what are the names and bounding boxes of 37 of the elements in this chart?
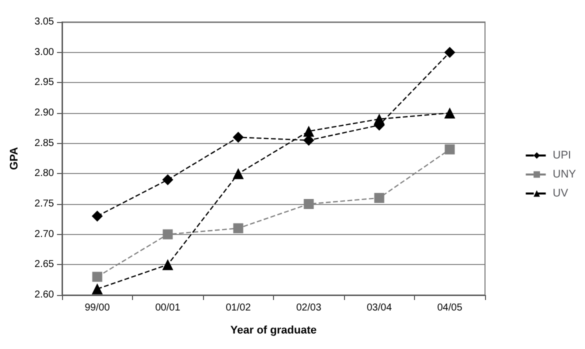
y-tick-label: 2.80 bbox=[34, 168, 54, 180]
legend-label: UV bbox=[552, 188, 569, 200]
point bbox=[162, 259, 174, 270]
point bbox=[92, 283, 103, 294]
legend-label: UNY bbox=[552, 168, 577, 180]
x-tick-label: 00/01 bbox=[155, 302, 181, 314]
point bbox=[444, 108, 456, 118]
point bbox=[92, 272, 102, 282]
point bbox=[162, 229, 173, 240]
y-tick-label: 2.85 bbox=[34, 138, 54, 149]
point bbox=[444, 144, 455, 154]
y-tick-label: 2.60 bbox=[34, 290, 54, 300]
y-tick-label: 2.95 bbox=[34, 77, 54, 88]
x-tick-label: 02/03 bbox=[296, 302, 322, 314]
point bbox=[374, 114, 385, 125]
point bbox=[444, 46, 456, 58]
y-tick-label: 2.90 bbox=[34, 108, 54, 118]
y-axis-title: GPA bbox=[8, 146, 20, 170]
point bbox=[232, 168, 244, 180]
legend-label: UPI bbox=[552, 150, 572, 162]
point bbox=[232, 132, 244, 143]
x-axis-title: Year of graduate bbox=[230, 324, 317, 336]
y-tick-label: 3.00 bbox=[34, 46, 54, 58]
y-tick-label: 2.75 bbox=[34, 198, 54, 210]
x-tick-label: 03/04 bbox=[366, 302, 392, 314]
point bbox=[162, 174, 174, 186]
point bbox=[374, 192, 384, 203]
y-tick-label: 3.05 bbox=[34, 16, 54, 28]
y-tick-label: 2.65 bbox=[34, 259, 54, 270]
y-tick-label: 2.70 bbox=[34, 228, 54, 240]
point bbox=[233, 223, 244, 234]
point bbox=[303, 126, 314, 137]
point bbox=[304, 199, 314, 209]
x-tick-label: 99/00 bbox=[84, 302, 110, 314]
x-tick-label: 01/02 bbox=[226, 302, 252, 314]
point bbox=[92, 210, 103, 222]
x-tick-label: 04/05 bbox=[437, 302, 463, 314]
